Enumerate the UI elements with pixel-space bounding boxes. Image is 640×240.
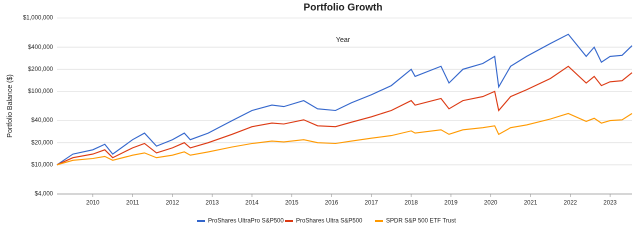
y-tick-label: $20,000 — [31, 140, 53, 146]
x-tick-label: 2013 — [206, 201, 220, 207]
chart: Portfolio Growth Year Portfolio Balance … — [7, 3, 633, 225]
x-tick-label: 2023 — [603, 201, 617, 207]
x-axis-label: Year — [336, 37, 351, 44]
y-tick-label: $40,000 — [31, 118, 53, 124]
y-tick-label: $4,000 — [35, 192, 54, 198]
x-tick-label: 2022 — [564, 201, 578, 207]
y-tick-label: $1,000,000 — [23, 16, 54, 22]
x-tick-label: 2011 — [126, 201, 140, 207]
x-tick-label: 2018 — [404, 201, 418, 207]
y-axis-label: Portfolio Balance ($) — [7, 74, 14, 137]
x-tick-label: 2017 — [365, 201, 379, 207]
x-tick-label: 2010 — [86, 201, 100, 207]
y-tick-label: $100,000 — [28, 89, 54, 95]
x-tick-label: 2014 — [245, 201, 259, 207]
x-tick-label: 2020 — [484, 201, 498, 207]
x-tick-label: 2012 — [166, 201, 180, 207]
legend-label: ProShares Ultra S&P500 — [296, 219, 363, 225]
x-tick-label: 2021 — [524, 201, 538, 207]
x-tick-label: 2016 — [325, 201, 339, 207]
y-tick-label: $400,000 — [28, 45, 54, 51]
chart-title: Portfolio Growth — [304, 3, 383, 14]
series-line — [56, 112, 633, 166]
x-tick-label: 2019 — [444, 201, 458, 207]
x-tick-label: 2015 — [285, 201, 299, 207]
y-tick-label: $10,000 — [31, 162, 53, 168]
legend-label: ProShares UltraPro S&P500 — [208, 219, 284, 225]
series-line — [56, 33, 633, 166]
legend-label: SPDR S&P 500 ETF Trust — [386, 219, 456, 225]
series-line — [56, 65, 633, 166]
y-tick-label: $200,000 — [28, 67, 54, 73]
